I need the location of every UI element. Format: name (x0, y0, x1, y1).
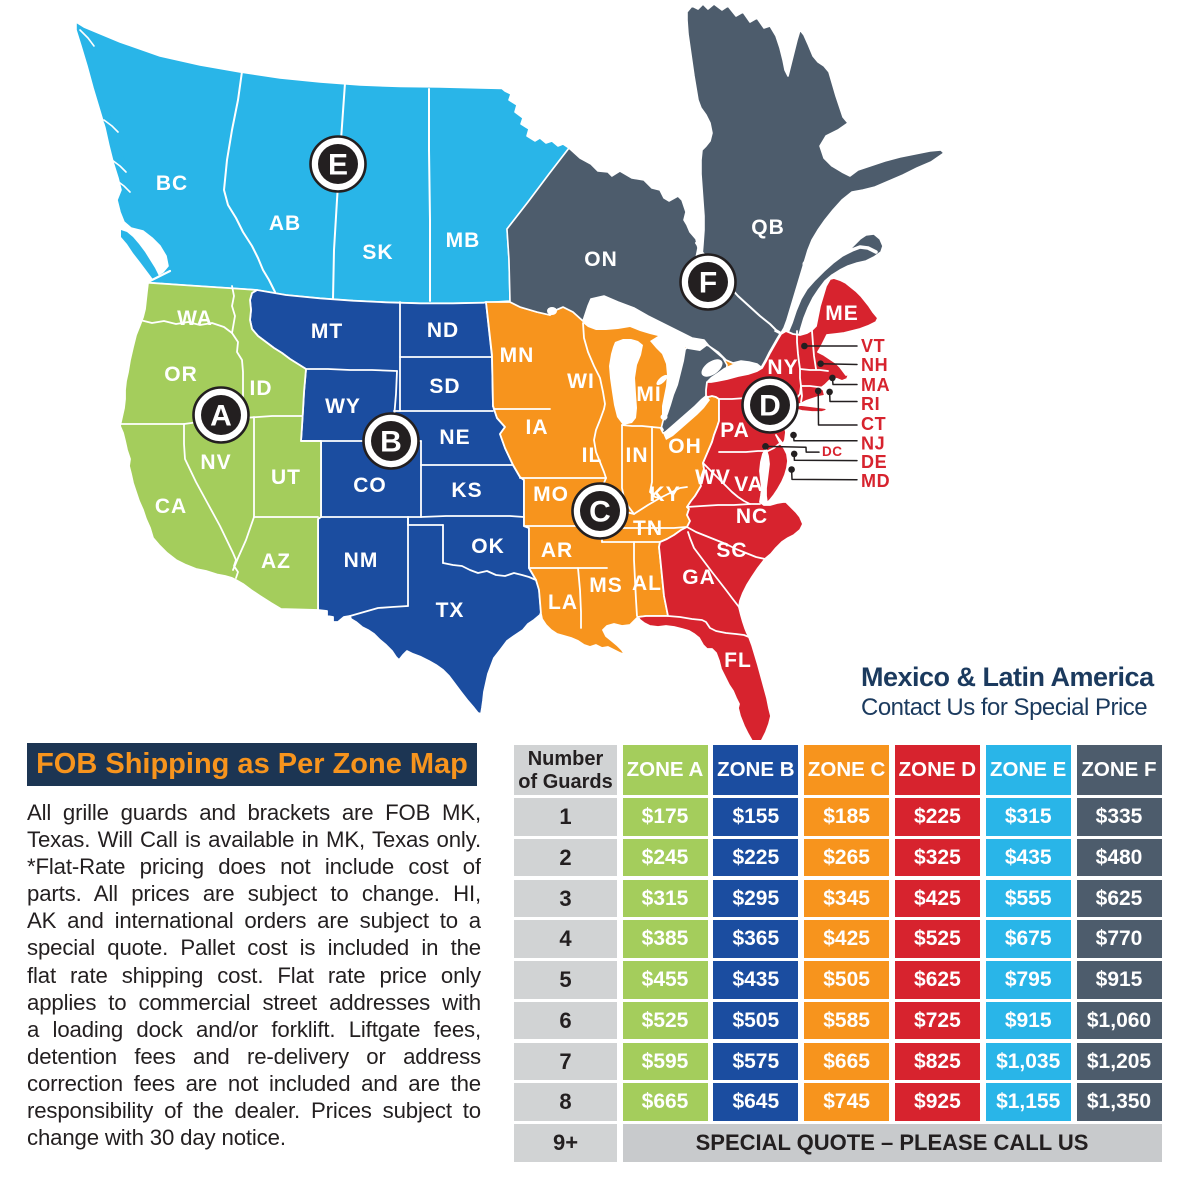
svg-text:DE: DE (861, 452, 887, 472)
svg-text:AZ: AZ (261, 550, 291, 573)
svg-text:AB: AB (269, 212, 301, 235)
svg-text:OK: OK (471, 535, 505, 558)
svg-text:AL: AL (632, 572, 662, 595)
svg-text:NH: NH (861, 355, 888, 375)
svg-text:QB: QB (751, 216, 785, 239)
svg-text:SD: SD (429, 375, 460, 398)
svg-text:CO: CO (353, 474, 387, 497)
svg-text:WA: WA (177, 307, 213, 330)
svg-text:SK: SK (362, 241, 393, 264)
svg-text:MA: MA (861, 375, 890, 395)
svg-text:LA: LA (548, 591, 578, 614)
svg-text:MB: MB (446, 229, 481, 252)
svg-text:ME: ME (825, 302, 859, 325)
svg-text:OH: OH (668, 435, 702, 458)
svg-text:IA: IA (526, 416, 549, 439)
svg-text:IN: IN (626, 444, 649, 467)
svg-text:ND: ND (427, 319, 459, 342)
svg-text:TN: TN (633, 517, 663, 540)
svg-text:UT: UT (271, 466, 301, 489)
svg-text:GA: GA (682, 566, 716, 589)
svg-text:C: C (589, 496, 611, 529)
svg-text:MI: MI (636, 383, 661, 406)
svg-text:WV: WV (695, 466, 731, 489)
svg-text:VT: VT (861, 336, 885, 356)
svg-text:NJ: NJ (861, 434, 885, 454)
svg-text:MD: MD (861, 471, 890, 491)
svg-text:D: D (759, 390, 781, 423)
svg-text:MO: MO (533, 483, 569, 506)
svg-text:ON: ON (584, 248, 618, 271)
svg-text:DC: DC (822, 444, 843, 459)
svg-text:RI: RI (861, 394, 880, 414)
svg-text:OR: OR (164, 363, 198, 386)
svg-text:TX: TX (436, 599, 465, 622)
svg-text:NC: NC (736, 505, 768, 528)
svg-text:WI: WI (567, 370, 595, 393)
svg-text:NM: NM (344, 549, 379, 572)
svg-text:A: A (210, 400, 232, 433)
svg-text:WY: WY (325, 395, 361, 418)
svg-text:KY: KY (649, 483, 680, 506)
svg-text:KS: KS (451, 479, 482, 502)
svg-text:CT: CT (861, 414, 886, 434)
svg-text:NY: NY (767, 356, 798, 379)
svg-text:SC: SC (716, 539, 747, 562)
svg-text:NE: NE (439, 426, 470, 449)
svg-text:MT: MT (311, 320, 343, 343)
svg-text:E: E (328, 149, 348, 182)
svg-text:MN: MN (500, 344, 535, 367)
svg-text:F: F (699, 267, 717, 300)
svg-text:VA: VA (734, 473, 764, 496)
svg-text:NV: NV (200, 451, 231, 474)
svg-text:PA: PA (720, 419, 750, 442)
svg-text:B: B (380, 426, 402, 459)
svg-text:FL: FL (724, 649, 752, 672)
svg-text:CA: CA (155, 495, 187, 518)
svg-text:MS: MS (589, 574, 623, 597)
svg-text:ID: ID (250, 377, 273, 400)
svg-text:IL: IL (582, 444, 603, 467)
svg-text:AR: AR (541, 539, 573, 562)
svg-text:BC: BC (156, 172, 188, 195)
